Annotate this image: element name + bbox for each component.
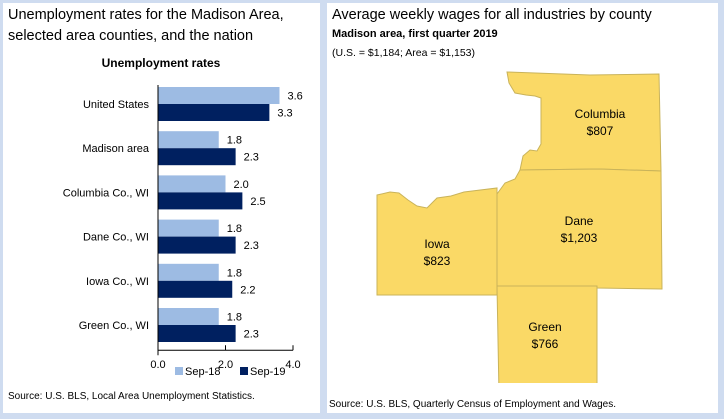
- bar-sep-18: [158, 131, 219, 149]
- category-label: Madison area: [82, 143, 150, 155]
- bar-sep-18: [158, 308, 219, 325]
- county-wage-dane: $1,203: [561, 231, 598, 245]
- county-wage-columbia: $807: [587, 124, 614, 138]
- bar-value-label: 3.6: [288, 91, 303, 103]
- bar-value-label: 1.8: [227, 223, 242, 235]
- county-name-columbia: Columbia: [575, 107, 626, 121]
- county-green: [496, 285, 598, 383]
- county-wage-green: $766: [532, 337, 559, 351]
- bar-value-label: 1.8: [227, 267, 242, 279]
- unemployment-bar-chart: Unemployment rates United States 3.6 3.3 Ma…: [63, 56, 303, 378]
- category-label: Iowa Co., WI: [86, 276, 149, 288]
- bar-value-label: 2.2: [240, 284, 255, 296]
- legend-label: Sep-18: [185, 366, 220, 378]
- bar-value-label: 2.3: [244, 240, 259, 252]
- county-name-green: Green: [528, 320, 561, 334]
- county-dane: [496, 168, 663, 290]
- legend-swatch-sep-19: [240, 367, 248, 375]
- category-label: Dane Co., WI: [83, 232, 149, 244]
- legend-label: Sep-19: [250, 366, 285, 378]
- bar-sep-19: [158, 236, 236, 254]
- county-columbia: [506, 71, 662, 172]
- bar-value-label: 1.8: [227, 135, 242, 147]
- right-panel-subtitle: Madison area, first quarter 2019: [332, 28, 498, 40]
- bar-sep-18: [158, 219, 219, 237]
- category-label: Green Co., WI: [79, 320, 149, 332]
- left-title-line2: selected area counties, and the nation: [8, 28, 254, 44]
- bar-sep-19: [158, 148, 236, 166]
- bar-value-label: 2.5: [250, 196, 265, 208]
- bar-sep-19: [158, 192, 243, 210]
- county-name-dane: Dane: [565, 214, 594, 228]
- bar-sep-19: [158, 280, 233, 298]
- county-wage-iowa: $823: [424, 254, 451, 268]
- wages-panel: Average weekly wages for all industries …: [327, 3, 718, 413]
- category-label: United States: [83, 99, 150, 111]
- bar-value-label: 2.3: [244, 152, 259, 164]
- x-tick-label: 2.0: [218, 359, 233, 371]
- county-wage-map: Columbia $807 Dane $1,203 Iowa $823 Green $766: [376, 71, 663, 383]
- bar-sep-19: [158, 325, 236, 342]
- unemployment-panel: Unemployment rates for the Madison Area,…: [3, 3, 320, 413]
- national-area-wage-note: (U.S. = $1,184; Area = $1,153): [332, 47, 476, 59]
- chart-title: Unemployment rates: [102, 56, 221, 70]
- bar-sep-19: [158, 104, 270, 121]
- left-title-line1: Unemployment rates for the Madison Area,: [8, 7, 284, 23]
- bar-value-label: 3.3: [277, 108, 292, 120]
- bar-value-label: 1.8: [227, 312, 242, 324]
- bar-sep-18: [158, 87, 280, 104]
- left-panel-title: Unemployment rates for the Madison Area,…: [8, 5, 284, 47]
- legend-swatch-sep-18: [175, 367, 183, 375]
- x-tick-label: 0.0: [150, 359, 165, 371]
- county-name-iowa: Iowa: [424, 237, 450, 251]
- bar-sep-18: [158, 175, 226, 193]
- x-tick-label: 4.0: [285, 359, 300, 371]
- right-source: Source: U.S. BLS, Quarterly Census of Em…: [329, 399, 616, 410]
- category-label: Columbia Co., WI: [63, 187, 149, 199]
- bar-value-label: 2.3: [244, 329, 259, 341]
- bar-sep-18: [158, 263, 219, 281]
- left-source: Source: U.S. BLS, Local Area Unemploymen…: [8, 391, 255, 402]
- bar-value-label: 2.0: [234, 179, 249, 191]
- right-panel-title: Average weekly wages for all industries …: [332, 7, 652, 23]
